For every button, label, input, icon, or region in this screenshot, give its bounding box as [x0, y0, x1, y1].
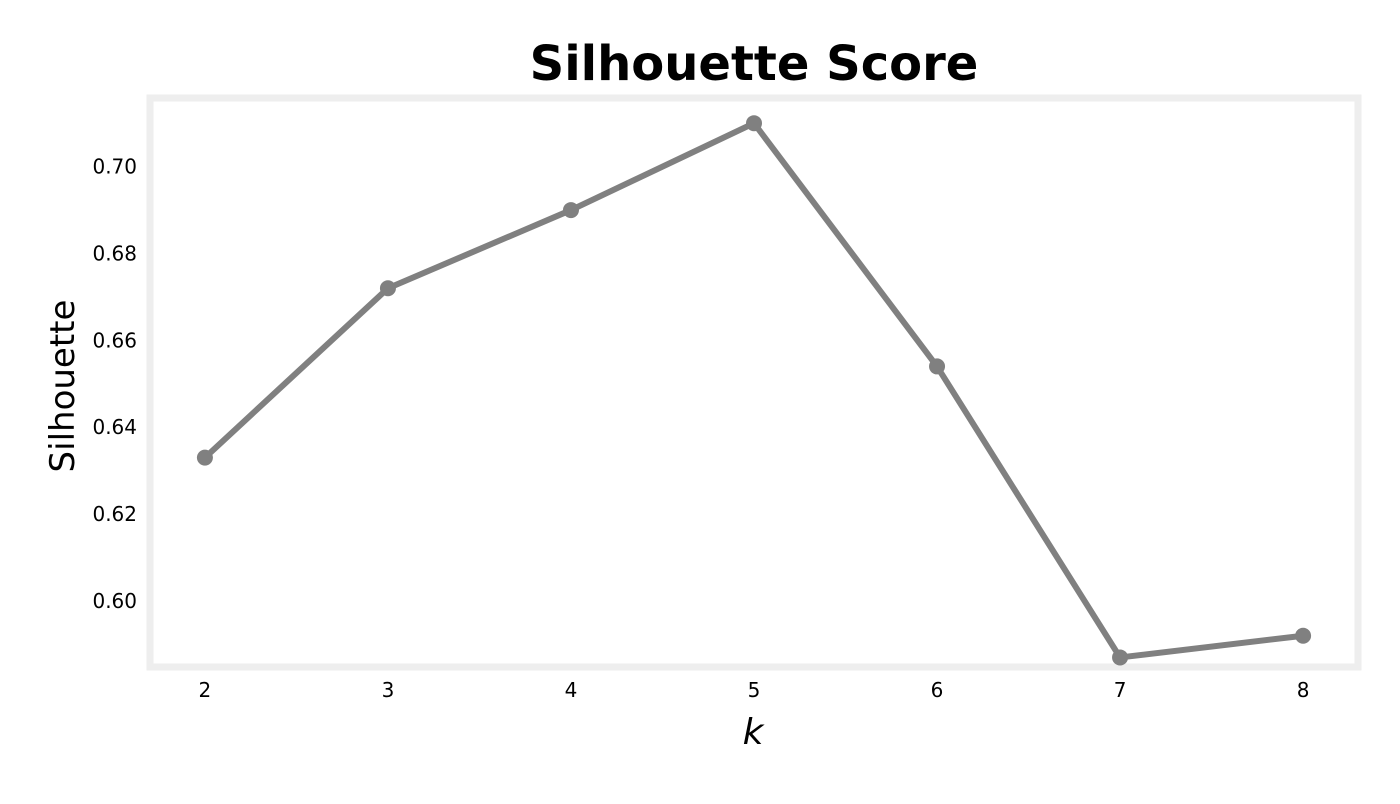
plot-area-frame [146, 94, 1362, 671]
series-group [196, 115, 1312, 666]
data-point [746, 115, 762, 132]
data-point [929, 358, 946, 375]
y-tick-label: 0.64 [92, 415, 137, 439]
data-point [196, 449, 213, 466]
data-point [1295, 627, 1312, 644]
y-tick-label: 0.62 [92, 502, 137, 526]
x-tick-label: 6 [931, 678, 944, 702]
x-tick-label: 8 [1297, 678, 1310, 702]
y-tick-label: 0.70 [92, 155, 137, 179]
y-axis-label: Silhouette [43, 300, 83, 473]
y-tick-labels: 0.60 0.62 0.64 0.66 0.68 0.70 [92, 155, 137, 613]
x-tick-label: 4 [565, 678, 578, 702]
data-point [562, 202, 579, 219]
chart-title: Silhouette Score [530, 36, 979, 92]
x-tick-label: 3 [382, 678, 395, 702]
data-point [1112, 649, 1129, 666]
y-tick-label: 0.66 [92, 328, 137, 352]
y-tick-label: 0.68 [92, 241, 137, 265]
x-tick-label: 7 [1114, 678, 1127, 702]
x-tick-label: 5 [748, 678, 761, 702]
x-tick-label: 2 [199, 678, 212, 702]
data-point [379, 280, 396, 297]
x-tick-labels: 2 3 4 5 6 7 8 [199, 678, 1310, 702]
y-tick-label: 0.60 [92, 589, 137, 613]
x-axis-label: k [743, 712, 766, 753]
